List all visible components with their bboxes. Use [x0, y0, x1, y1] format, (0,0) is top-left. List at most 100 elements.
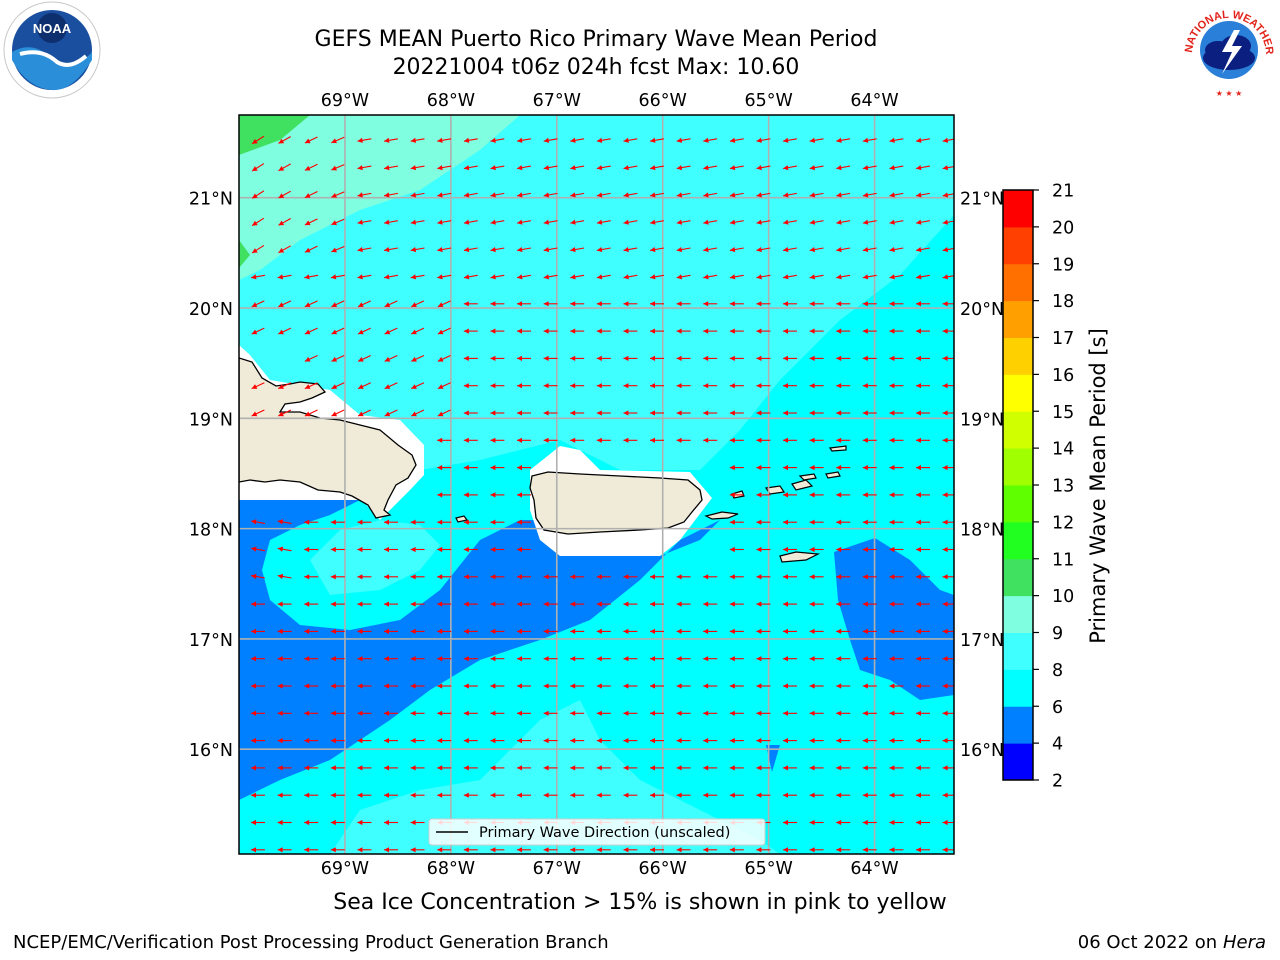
wave-arrow [331, 409, 345, 417]
wave-arrow [729, 355, 744, 361]
wave-arrow [809, 546, 824, 553]
wave-arrow [357, 137, 372, 143]
wave-arrow [543, 383, 558, 389]
colorbar-segment [1003, 521, 1033, 560]
wave-arrow [331, 164, 345, 171]
wave-arrow [517, 546, 531, 553]
wave-arrow [570, 683, 585, 689]
wave-arrow [703, 165, 718, 171]
wave-arrow [729, 465, 744, 471]
wave-arrow [676, 847, 691, 853]
wave-arrow [889, 437, 904, 443]
wave-arrow [889, 383, 904, 389]
wave-arrow [809, 574, 824, 580]
wave-arrow [623, 410, 638, 416]
lon-tick-label: 67°W [533, 91, 581, 111]
wave-arrow [729, 410, 744, 416]
wave-arrow [596, 137, 611, 143]
wave-arrow [437, 246, 452, 253]
wave-arrow [384, 656, 398, 662]
noaa-logo: NOAA [3, 1, 101, 99]
wave-arrow [596, 165, 611, 171]
wave-arrow [463, 574, 478, 580]
wave-arrow [251, 163, 265, 172]
wave-arrow [490, 847, 505, 853]
wave-arrow [596, 219, 611, 225]
wave-arrow [729, 383, 744, 389]
colorbar-segment [1003, 263, 1033, 302]
wave-arrow [756, 328, 771, 334]
wave-arrow [889, 574, 904, 580]
wave-arrow [463, 492, 478, 498]
wave-arrow [862, 710, 877, 716]
wave-arrow [783, 601, 797, 607]
wave-arrow [862, 819, 877, 826]
wave-arrow [756, 792, 771, 798]
wave-arrow [623, 165, 638, 171]
wave-arrow [463, 628, 478, 634]
wave-arrow [330, 656, 345, 662]
lon-tick-label: 69°W [321, 859, 369, 879]
wave-arrow [463, 656, 478, 662]
wave-arrow [809, 410, 824, 416]
wave-arrow [463, 165, 478, 171]
wave-arrow [623, 192, 638, 198]
wave-arrow [703, 656, 718, 662]
wave-arrow [277, 819, 292, 826]
wave-arrow [331, 218, 345, 226]
wave-arrow [357, 519, 372, 525]
wave-arrow [437, 219, 452, 225]
map-area [239, 115, 954, 854]
colorbar-tick-label: 15 [1052, 403, 1074, 423]
wave-arrow [942, 656, 954, 662]
wave-arrow [783, 710, 797, 716]
wave-arrow [623, 765, 638, 771]
wave-arrow [756, 628, 771, 634]
wave-arrow [384, 601, 398, 607]
wave-arrow [623, 383, 638, 389]
wave-arrow [357, 656, 372, 662]
wave-arrow [756, 355, 771, 361]
wave-arrow [916, 601, 930, 607]
wave-arrow [889, 246, 904, 253]
wave-arrow [729, 738, 744, 744]
wave-arrow [889, 546, 904, 553]
wave-arrow [490, 301, 505, 307]
wave-arrow [304, 300, 318, 308]
wave-arrow [517, 246, 531, 253]
wave-arrow [463, 383, 478, 389]
wave-arrow [357, 792, 372, 798]
wave-arrow [783, 465, 797, 471]
map-legend: Primary Wave Direction (unscaled) [428, 818, 766, 846]
colorbar-tick-label: 20 [1052, 218, 1074, 238]
wave-arrow [251, 628, 265, 634]
wave-arrow [756, 765, 771, 771]
wave-arrow [729, 601, 744, 607]
wave-arrow [543, 246, 558, 253]
wave-arrow [783, 301, 797, 307]
wave-arrow [357, 819, 372, 826]
wave-arrow [543, 765, 558, 771]
wave-arrow [304, 656, 319, 662]
wave-arrow [570, 574, 585, 580]
lon-tick-label: 66°W [639, 91, 687, 111]
wave-arrow [384, 327, 398, 335]
wave-arrow [703, 437, 718, 443]
wave-arrow [783, 383, 797, 389]
wave-arrow [729, 219, 744, 225]
wave-arrow [304, 738, 319, 744]
wave-arrow [304, 574, 319, 580]
wave-arrow [783, 847, 797, 853]
wave-arrow [862, 465, 877, 471]
wave-arrow [278, 409, 292, 417]
wave-arrow [304, 546, 319, 553]
wave-arrow [411, 409, 425, 417]
wave-arrow [463, 519, 478, 525]
wave-arrow [650, 137, 664, 143]
wave-arrow [783, 355, 797, 361]
wave-arrow [729, 274, 744, 280]
wave-arrow [862, 656, 877, 662]
wave-arrow [570, 628, 585, 634]
wave-arrow [357, 601, 372, 607]
wave-arrow [916, 437, 930, 443]
